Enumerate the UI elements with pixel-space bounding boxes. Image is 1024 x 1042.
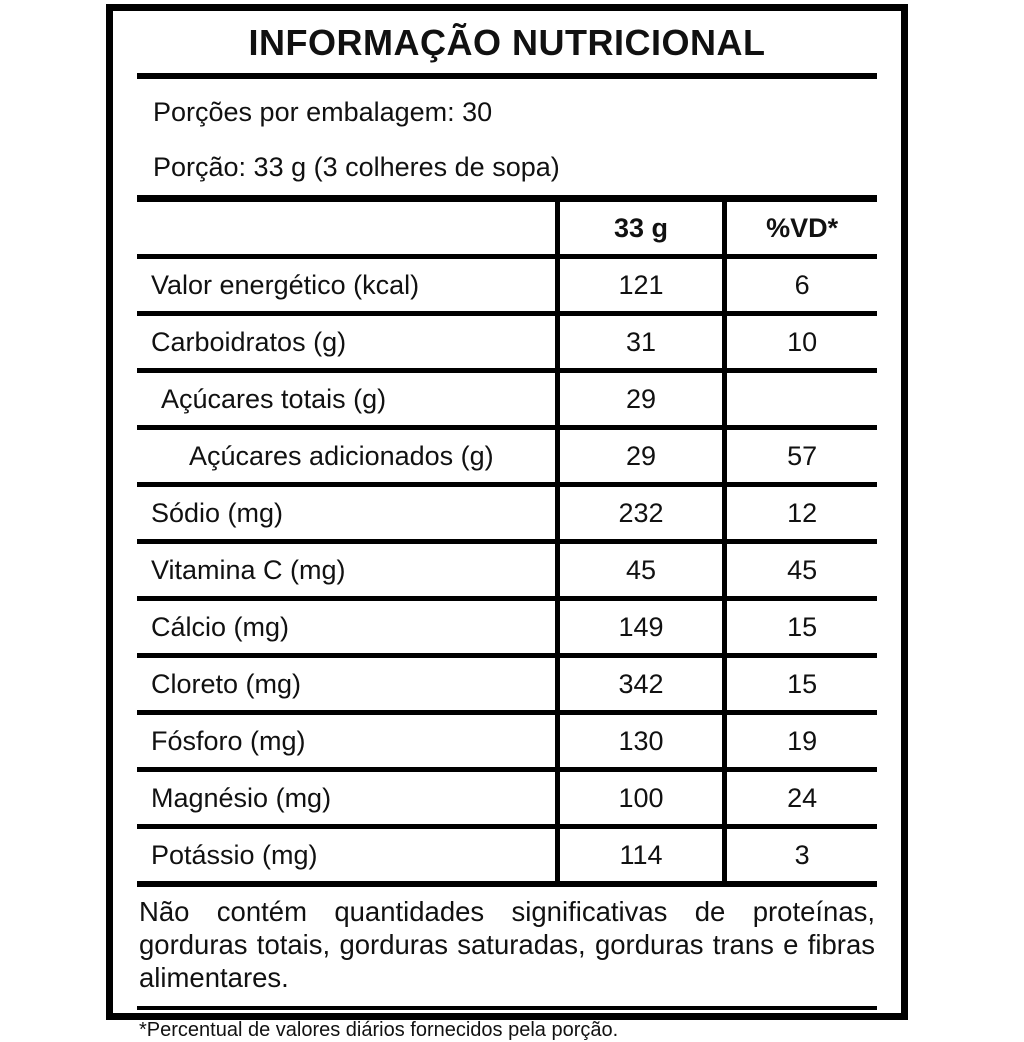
header-nutrient: [137, 198, 558, 259]
nutrition-label: INFORMAÇÃO NUTRICIONAL Porções por embal…: [106, 4, 908, 1041]
nutrient-amount: 29: [554, 427, 725, 487]
nutrient-daily-value: 24: [722, 769, 877, 829]
nutrient-amount: 130: [554, 712, 725, 772]
nutrient-daily-value: 57: [722, 427, 877, 487]
nutrient-name: Açúcares totais (g): [137, 370, 558, 430]
nutrient-daily-value: 15: [722, 598, 877, 658]
title-divider: [137, 73, 877, 79]
nutrient-name: Potássio (mg): [137, 826, 558, 887]
nutrient-name: Magnésio (mg): [137, 769, 558, 829]
nutrient-amount: 342: [554, 655, 725, 715]
nutrient-daily-value: 15: [722, 655, 877, 715]
table-row: Cálcio (mg) 149 15: [137, 598, 877, 658]
nutrient-amount: 114: [554, 826, 725, 887]
nutrient-amount: 29: [554, 370, 725, 430]
table-header-row: 33 g %VD*: [137, 198, 877, 259]
nutrient-daily-value: 3: [722, 826, 877, 887]
nutrient-amount: 45: [554, 541, 725, 601]
label-title: INFORMAÇÃO NUTRICIONAL: [248, 22, 766, 63]
nutrient-daily-value: 19: [722, 712, 877, 772]
nutrient-name: Vitamina C (mg): [137, 541, 558, 601]
nutrient-daily-value: 45: [722, 541, 877, 601]
nutrient-amount: 232: [554, 484, 725, 544]
nutrient-name: Cloreto (mg): [137, 655, 558, 715]
header-daily-value: %VD*: [722, 198, 877, 259]
nutrient-daily-value: 6: [722, 256, 877, 316]
table-row: Potássio (mg) 114 3: [137, 826, 877, 887]
nutrient-amount: 149: [554, 598, 725, 658]
nutrient-name: Cálcio (mg): [137, 598, 558, 658]
nutrient-amount: 121: [554, 256, 725, 316]
nutrient-name: Carboidratos (g): [137, 313, 558, 373]
nutrition-table: 33 g %VD* Valor energético (kcal) 121 6 Car…: [137, 195, 877, 887]
daily-value-footnote: *Percentual de valores diários fornecido…: [139, 1019, 619, 1041]
nutrient-daily-value: [722, 370, 877, 430]
table-row: Sódio (mg) 232 12: [137, 484, 877, 544]
portion-size: Porção: 33 g (3 colheres de sopa): [153, 152, 560, 182]
table-row: Vitamina C (mg) 45 45: [137, 541, 877, 601]
nutrient-name: Sódio (mg): [137, 484, 558, 544]
table-row: Carboidratos (g) 31 10: [137, 313, 877, 373]
table-row: Açúcares totais (g) 29: [137, 370, 877, 430]
nutrient-name: Açúcares adicionados (g): [137, 427, 558, 487]
no-significant-amounts-note: Não contém quantidades significativas de…: [137, 887, 877, 1010]
table-row: Cloreto (mg) 342 15: [137, 655, 877, 715]
nutrient-daily-value: 10: [722, 313, 877, 373]
table-row: Açúcares adicionados (g) 29 57: [137, 427, 877, 487]
header-amount: 33 g: [554, 198, 725, 259]
servings-per-package: Porções por embalagem: 30: [153, 97, 493, 127]
nutrient-name: Fósforo (mg): [137, 712, 558, 772]
table-row: Valor energético (kcal) 121 6: [137, 256, 877, 316]
serving-info-section: Porções por embalagem: 30 Porção: 33 g (…: [137, 79, 877, 195]
table-row: Magnésio (mg) 100 24: [137, 769, 877, 829]
table-row: Fósforo (mg) 130 19: [137, 712, 877, 772]
nutrient-amount: 31: [554, 313, 725, 373]
nutrient-daily-value: 12: [722, 484, 877, 544]
nutrient-amount: 100: [554, 769, 725, 829]
nutrient-name: Valor energético (kcal): [137, 256, 558, 316]
